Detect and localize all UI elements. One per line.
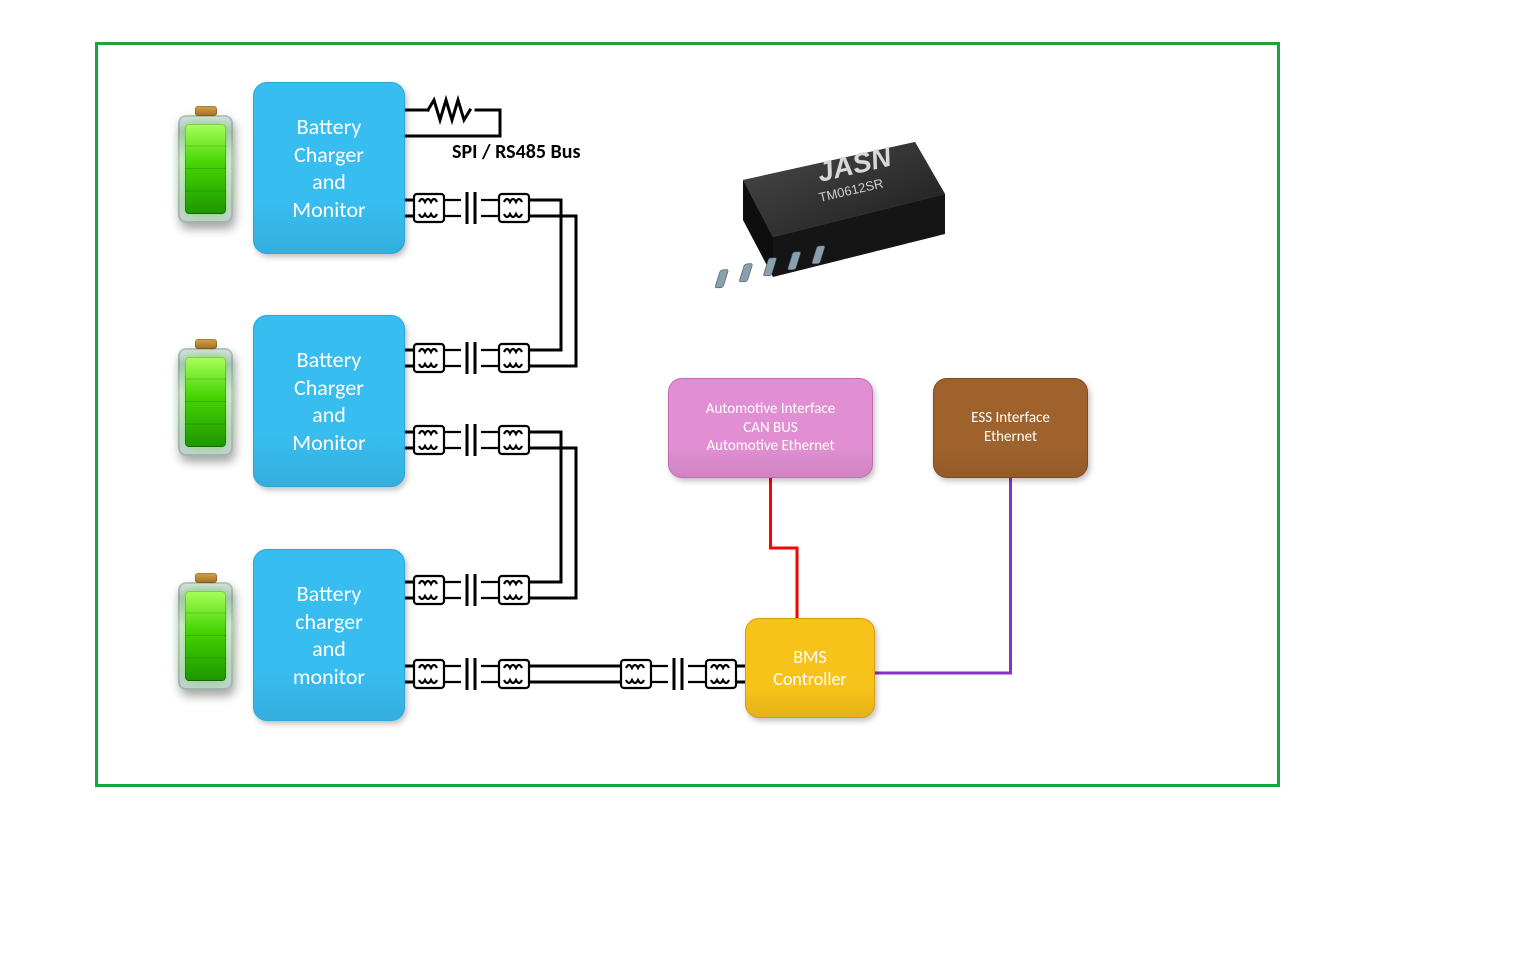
node-label: Battery Charger and Monitor (292, 113, 365, 223)
bms-controller-block: BMS Controller (745, 618, 875, 718)
bus-label: SPI / RS485 Bus (452, 140, 580, 164)
node-label: ESS Interface Ethernet (971, 409, 1050, 447)
battery-icon (178, 115, 233, 223)
battery-charger-monitor-block: Battery Charger and Monitor (253, 82, 405, 254)
battery-icon (178, 582, 233, 690)
battery-charger-monitor-block: Battery charger and monitor (253, 549, 405, 721)
ess-interface-block: ESS Interface Ethernet (933, 378, 1088, 478)
node-label: Battery Charger and Monitor (292, 346, 365, 456)
automotive-interface-block: Automotive Interface CAN BUS Automotive … (668, 378, 873, 478)
battery-icon (178, 348, 233, 456)
component-chip-icon: JASN TM0612SR (695, 132, 955, 302)
node-label: Automotive Interface CAN BUS Automotive … (706, 400, 835, 456)
node-label: Battery charger and monitor (293, 580, 365, 690)
battery-charger-monitor-block: Battery Charger and Monitor (253, 315, 405, 487)
node-label: BMS Controller (773, 646, 846, 691)
